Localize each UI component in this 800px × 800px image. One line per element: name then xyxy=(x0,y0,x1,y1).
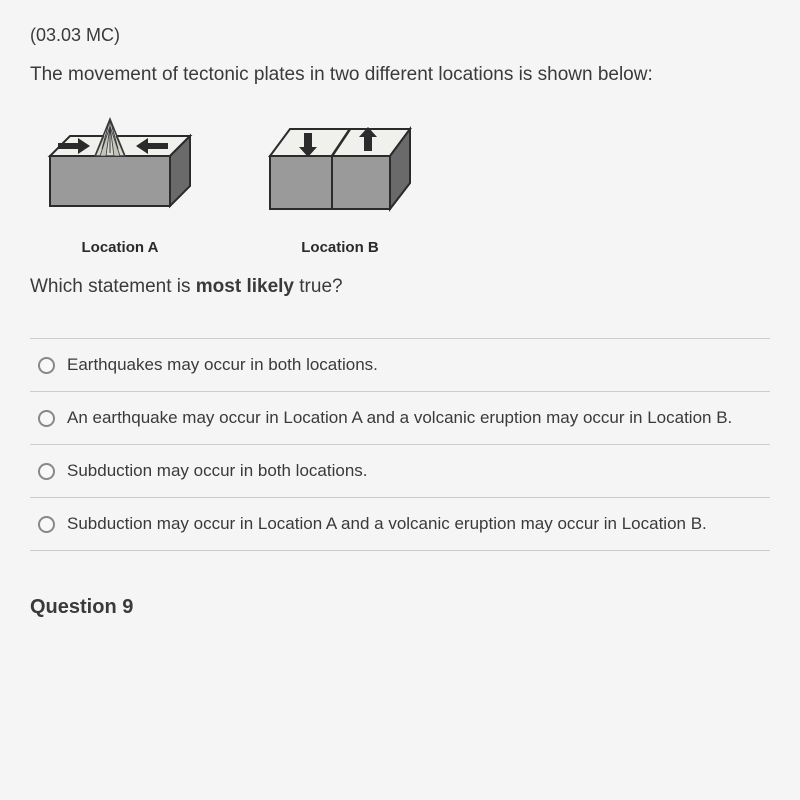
options-list: Earthquakes may occur in both locations.… xyxy=(30,338,770,551)
option-row[interactable]: Subduction may occur in both locations. xyxy=(30,445,770,498)
option-row[interactable]: Subduction may occur in Location A and a… xyxy=(30,498,770,551)
sub-question: Which statement is most likely true? xyxy=(30,276,770,298)
plate-transform-icon xyxy=(260,111,420,231)
option-text: Subduction may occur in Location A and a… xyxy=(67,514,707,534)
question-container: (03.03 MC) The movement of tectonic plat… xyxy=(0,0,800,800)
next-question-heading: Question 9 xyxy=(30,596,770,619)
location-b-label: Location B xyxy=(301,239,379,256)
question-id: (03.03 MC) xyxy=(30,25,770,46)
option-row[interactable]: Earthquakes may occur in both locations. xyxy=(30,339,770,392)
location-a-label: Location A xyxy=(82,239,159,256)
diagrams-row: Location A xyxy=(30,111,770,256)
option-text: Subduction may occur in both locations. xyxy=(67,461,368,481)
plate-convergent-icon xyxy=(40,111,200,231)
option-text: Earthquakes may occur in both locations. xyxy=(67,355,378,375)
radio-button[interactable] xyxy=(38,410,55,427)
diagram-location-a: Location A xyxy=(40,111,200,256)
diagram-location-b: Location B xyxy=(260,111,420,256)
radio-button[interactable] xyxy=(38,516,55,533)
radio-button[interactable] xyxy=(38,463,55,480)
option-text: An earthquake may occur in Location A an… xyxy=(67,408,732,428)
sub-question-bold: most likely xyxy=(196,276,294,297)
question-stem: The movement of tectonic plates in two d… xyxy=(30,64,770,86)
option-row[interactable]: An earthquake may occur in Location A an… xyxy=(30,392,770,445)
sub-question-prefix: Which statement is xyxy=(30,276,196,297)
sub-question-suffix: true? xyxy=(294,276,343,297)
radio-button[interactable] xyxy=(38,357,55,374)
